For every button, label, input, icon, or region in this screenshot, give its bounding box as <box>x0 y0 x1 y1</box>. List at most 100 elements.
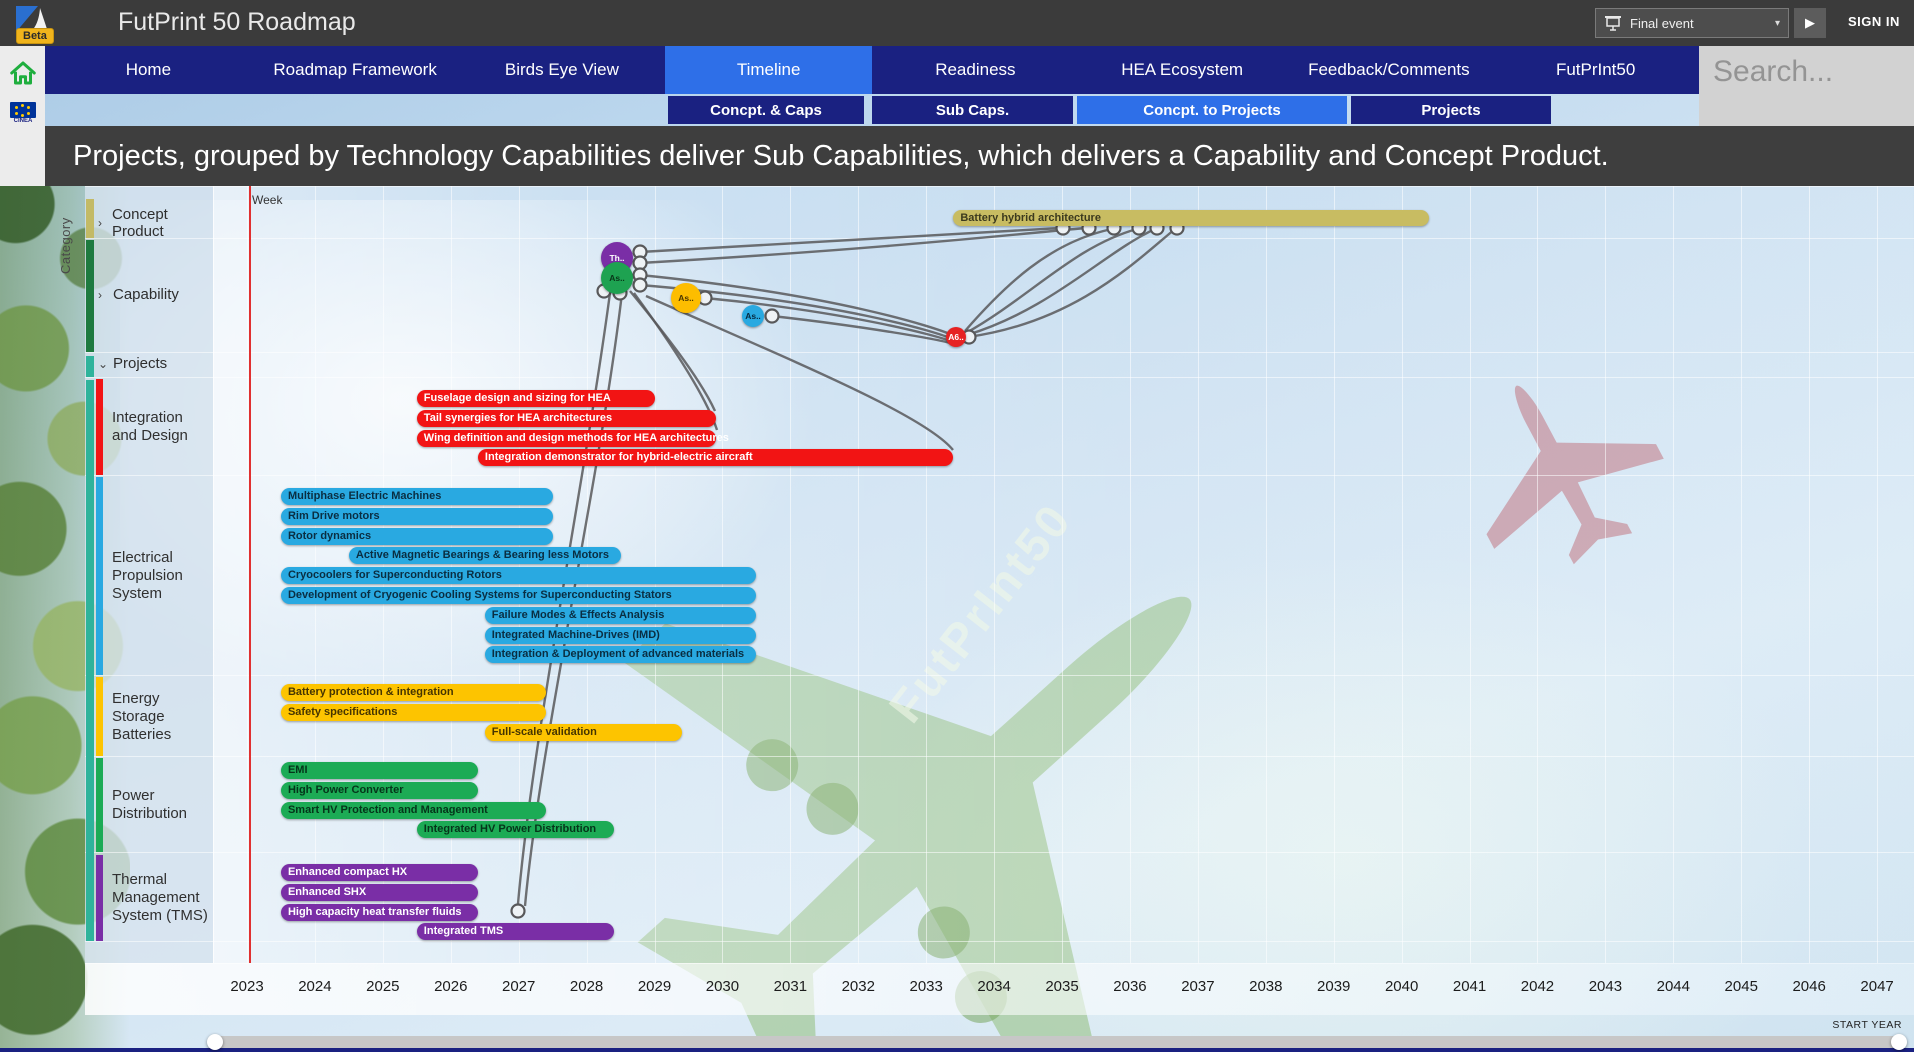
node-circle-as[interactable]: As.. <box>742 305 764 327</box>
nav-tab-birds-eye-view[interactable]: Birds Eye View <box>504 60 619 79</box>
project-bar-integrated-hv-power-distribution[interactable]: Integrated HV Power Distribution <box>416 821 614 839</box>
category-color-strip <box>96 758 103 852</box>
today-line <box>249 186 251 963</box>
node-circle-as[interactable]: As.. <box>671 283 701 313</box>
project-bar-emi[interactable]: EMI <box>280 762 478 779</box>
play-icon: ▶ <box>1805 15 1815 30</box>
sidebar-category-power-distribution[interactable]: Power Distribution <box>112 787 188 822</box>
year-tick-label: 2034 <box>977 978 1011 995</box>
project-bar-integrated-tms[interactable]: Integrated TMS <box>416 923 614 941</box>
project-bar-rotor-dynamics[interactable]: Rotor dynamics <box>280 527 553 545</box>
group-color-strip <box>86 199 94 238</box>
year-tick-label: 2042 <box>1520 978 1555 995</box>
chevron-down-icon: ⌄ <box>98 356 109 371</box>
year-tick-label: 2044 <box>1656 978 1690 995</box>
project-bar-enhanced-shx[interactable]: Enhanced SHX <box>280 883 478 901</box>
year-gridline <box>1469 186 1471 963</box>
project-bar-failure-modes-effects-analysis[interactable]: Failure Modes & Effects Analysis <box>484 606 757 624</box>
sidebar-category-electrical-propulsion-system[interactable]: Electrical Propulsion System <box>112 549 183 602</box>
sidebar-group-projects[interactable]: ⌄ Projects <box>98 355 213 372</box>
nav-tab-roadmap-framework[interactable]: Roadmap Framework <box>273 60 437 79</box>
project-bar-integration-deployment-of-advanced-materials[interactable]: Integration & Deployment of advanced mat… <box>484 646 757 664</box>
year-tick-label: 2023 <box>230 978 264 995</box>
year-gridline <box>1062 186 1064 963</box>
year-gridline <box>1605 186 1607 963</box>
project-bar-high-capacity-heat-transfer-fluids[interactable]: High capacity heat transfer fluids <box>280 903 478 921</box>
year-gridline <box>790 186 792 963</box>
sidebar-category-integration-and-design[interactable]: Integration and Design <box>112 409 188 444</box>
project-bar-cryocoolers-for-superconducting-rotors[interactable]: Cryocoolers for Superconducting Rotors <box>280 567 757 585</box>
home-icon[interactable] <box>8 58 38 88</box>
nav-tab-feedback-comments[interactable]: Feedback/Comments <box>1308 60 1470 79</box>
connector-curve <box>966 227 1156 337</box>
sidebar-group-label: Capability <box>113 286 179 303</box>
project-bar-integration-demonstrator-for-hybrid-electric-aircraft[interactable]: Integration demonstrator for hybrid-elec… <box>477 449 954 467</box>
project-bar-full-scale-validation[interactable]: Full-scale validation <box>484 723 682 741</box>
plot-left-highlight <box>213 186 250 963</box>
project-bar-development-of-cryogenic-cooling-systems-for-superconducting-stators[interactable]: Development of Cryogenic Cooling Systems… <box>280 587 757 604</box>
eu-cinea-badge[interactable]: CINEA <box>8 102 38 124</box>
project-bar-safety-specifications[interactable]: Safety specifications <box>280 703 546 721</box>
year-gridline <box>1197 186 1199 963</box>
scrollbar-handle-right[interactable] <box>1891 1034 1907 1050</box>
year-tick-label: 2035 <box>1045 978 1079 995</box>
project-bar-enhanced-compact-hx[interactable]: Enhanced compact HX <box>280 864 478 881</box>
connector-curve <box>639 226 1062 254</box>
plot-separator <box>213 186 214 963</box>
nav-tab-futprint50[interactable]: FutPrInt50 <box>1555 60 1636 79</box>
concept-bar-battery-hybrid-architecture[interactable]: Battery hybrid architecture <box>953 210 1429 226</box>
year-tick-label: 2026 <box>434 978 468 995</box>
row-separator <box>85 852 1914 853</box>
year-gridline <box>1265 186 1267 963</box>
year-gridline <box>1741 186 1743 963</box>
connector-curve <box>967 228 1176 339</box>
nav-tab-readiness[interactable]: Readiness <box>935 60 1016 79</box>
project-bar-active-magnetic-bearings-bearing-less-motors[interactable]: Active Magnetic Bearings & Bearing less … <box>348 547 621 565</box>
project-bar-integrated-machine-drives-imd[interactable]: Integrated Machine-Drives (IMD) <box>484 626 757 644</box>
subnav-tab-concpt-to-projects[interactable]: Concpt. to Projects <box>1077 96 1347 124</box>
horizontal-scrollbar[interactable] <box>210 1036 1906 1048</box>
year-gridline <box>1333 186 1335 963</box>
connector-endpoint-circle <box>632 267 648 283</box>
sidebar-group-capability[interactable]: › Capability <box>98 286 213 303</box>
year-gridline <box>1129 186 1131 963</box>
scrollbar-handle-left[interactable] <box>207 1034 223 1050</box>
project-bar-rim-drive-motors[interactable]: Rim Drive motors <box>280 507 553 525</box>
connector-endpoint-circle <box>510 903 526 919</box>
node-circle-a6[interactable]: A6.. <box>946 327 966 347</box>
chevron-right-icon: › <box>98 216 102 230</box>
nav-tab-home[interactable]: Home <box>125 60 172 79</box>
sign-in-button[interactable]: SIGN IN <box>1848 14 1900 29</box>
connector-curve <box>645 294 954 451</box>
project-bar-wing-definition-and-design-methods-for-hea-architectures[interactable]: Wing definition and design methods for H… <box>416 429 729 447</box>
play-button[interactable]: ▶ <box>1794 8 1826 38</box>
project-bar-tail-synergies-for-hea-architectures[interactable]: Tail synergies for HEA architectures <box>416 409 716 427</box>
nav-tab-timeline[interactable]: Timeline <box>665 46 872 94</box>
year-gridline <box>1809 186 1811 963</box>
year-tick-label: 2029 <box>637 978 672 995</box>
project-bar-high-power-converter[interactable]: High Power Converter <box>280 781 478 799</box>
subnav-tab-concpt-caps[interactable]: Concpt. & Caps <box>668 96 864 124</box>
project-bar-smart-hv-protection-and-management[interactable]: Smart HV Protection and Management <box>280 801 546 819</box>
node-circle-as[interactable]: As.. <box>601 262 633 294</box>
year-gridline <box>858 186 860 963</box>
subnav-tab-projects[interactable]: Projects <box>1351 96 1551 124</box>
sidebar-group-concept-product[interactable]: › Concept Product <box>98 206 213 240</box>
sidebar-group-label: Concept Product <box>111 206 168 240</box>
category-color-strip <box>96 855 103 941</box>
project-bar-battery-protection-integration[interactable]: Battery protection & integration <box>280 684 546 701</box>
year-tick-label: 2037 <box>1181 978 1215 995</box>
projects-group-strip <box>86 380 94 941</box>
nav-tab-hea-ecosystem[interactable]: HEA Ecosystem <box>1121 60 1244 79</box>
project-bar-multiphase-electric-machines[interactable]: Multiphase Electric Machines <box>280 488 553 505</box>
futprint50-watermark: FutPrInt50 <box>878 492 1082 733</box>
search-input[interactable] <box>1699 46 1914 126</box>
sidebar-category-thermal-management-system-tms[interactable]: Thermal Management System (TMS) <box>112 871 208 924</box>
start-year-label: START YEAR <box>1832 1019 1902 1031</box>
project-bar-fuselage-design-and-sizing-for-hea[interactable]: Fuselage design and sizing for HEA <box>416 390 655 407</box>
presentation-select[interactable]: Final event ▾ <box>1595 8 1789 38</box>
subnav-tab-sub-caps[interactable]: Sub Caps. <box>872 96 1073 124</box>
year-tick-label: 2025 <box>366 978 400 995</box>
sidebar-category-energy-storage-batteries[interactable]: Energy Storage Batteries <box>112 689 172 743</box>
year-tick-label: 2041 <box>1452 978 1487 995</box>
